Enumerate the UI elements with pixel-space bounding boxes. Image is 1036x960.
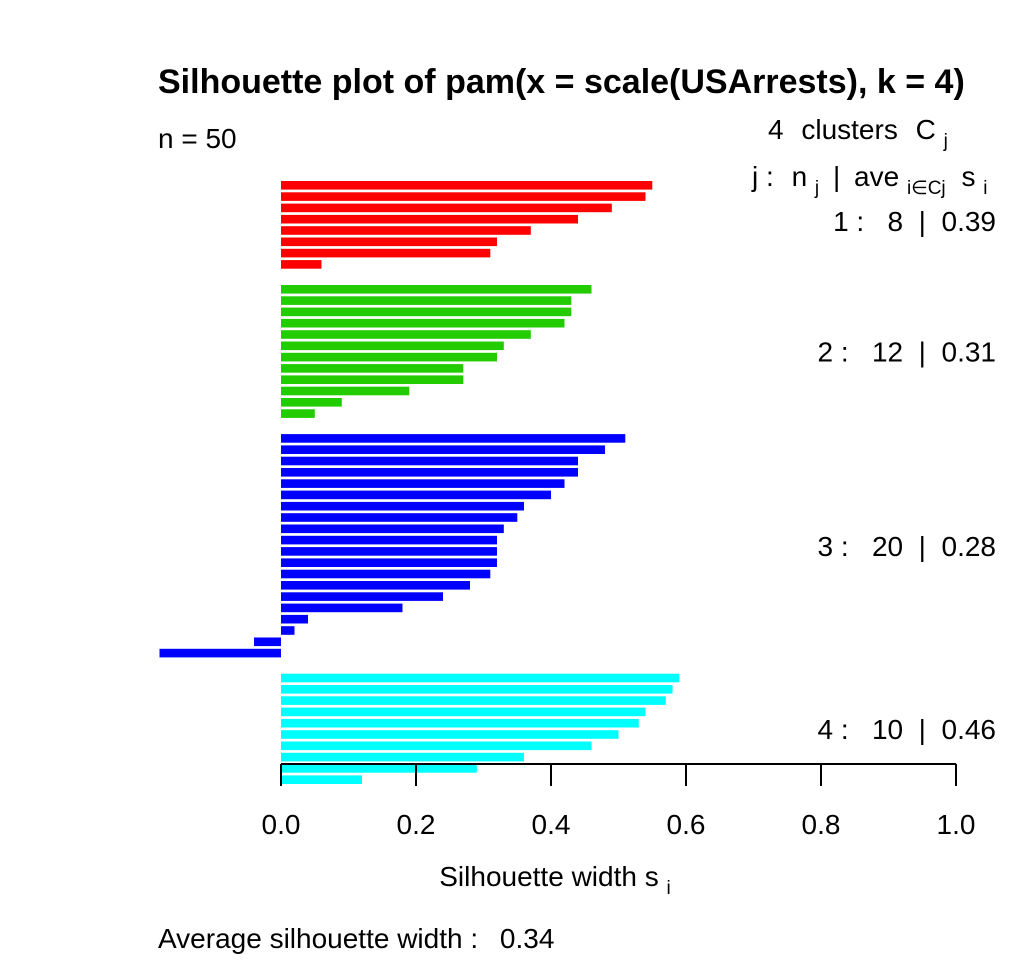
cluster-summary-1: 1 : 8 | 0.39 [833, 206, 996, 237]
silhouette-bar-cluster-3-13 [281, 569, 491, 579]
silhouette-bar-cluster-3-1 [281, 434, 626, 443]
legend-col-s-sub: i [983, 178, 987, 199]
legend-header-count: 4 [768, 114, 784, 145]
x-tick-label-2: 0.4 [532, 809, 571, 840]
legend-col-ave-sub: i∈Cj [907, 178, 946, 199]
silhouette-bar-cluster-4-7 [281, 741, 592, 751]
silhouette-bar-cluster-1-2 [281, 192, 646, 201]
x-tick-label-4: 0.8 [802, 809, 841, 840]
legend-header-symbol-sub: j [943, 131, 948, 152]
silhouette-bar-cluster-3-12 [281, 558, 497, 567]
silhouette-bar-cluster-4-9 [281, 764, 477, 773]
silhouette-bar-cluster-3-18 [281, 626, 295, 635]
silhouette-bar-cluster-4-4 [281, 707, 646, 717]
x-tick-label-3: 0.6 [667, 809, 706, 840]
silhouette-bar-cluster-3-15 [281, 592, 443, 601]
silhouette-bar-cluster-2-5 [281, 330, 531, 339]
legend-col-ave: ave [854, 161, 899, 192]
bars-layer [159, 181, 680, 784]
legend-col-n: n [792, 161, 808, 192]
average-silhouette-value: 0.34 [500, 923, 555, 954]
silhouette-bar-cluster-3-4 [281, 468, 578, 477]
silhouette-bar-cluster-3-7 [281, 501, 524, 511]
cluster-summaries: 1 : 8 | 0.39 2 : 12 | 0.31 3 : 20 | 0.28 4 … [818, 206, 997, 745]
silhouette-bar-cluster-3-16 [281, 603, 403, 613]
silhouette-bar-cluster-4-2 [281, 685, 673, 694]
x-axis: 0.0 0.2 0.4 0.6 0.8 1.0 [262, 763, 976, 840]
silhouette-bar-cluster-1-1 [281, 181, 653, 190]
silhouette-bar-cluster-1-3 [281, 203, 612, 213]
silhouette-bar-cluster-2-6 [281, 341, 504, 351]
legend-columns: j : n j | ave i∈Cj s i [751, 161, 987, 200]
silhouette-bar-cluster-2-12 [281, 409, 315, 418]
silhouette-bar-cluster-4-3 [281, 696, 666, 705]
legend-header: 4 clusters C j [768, 114, 948, 152]
cluster-summary-2: 2 : 12 | 0.31 [818, 336, 997, 367]
silhouette-bar-cluster-3-6 [281, 490, 551, 500]
legend-col-j: j : [751, 161, 774, 192]
silhouette-bar-cluster-3-10 [281, 535, 497, 545]
silhouette-bar-cluster-3-9 [281, 524, 504, 534]
legend-header-symbol: C [916, 114, 936, 145]
x-tick-label-1: 0.2 [397, 809, 436, 840]
silhouette-bar-cluster-2-8 [281, 364, 464, 373]
legend-col-s: s [961, 161, 975, 192]
chart-title: Silhouette plot of pam(x = scale(USArres… [158, 63, 965, 101]
silhouette-bar-cluster-2-1 [281, 285, 592, 294]
silhouette-bar-cluster-3-2 [281, 445, 605, 454]
x-axis-label-main: Silhouette width s [439, 861, 658, 892]
silhouette-bar-cluster-4-10 [281, 775, 362, 784]
silhouette-bar-cluster-2-2 [281, 296, 572, 305]
n-label: n = 50 [158, 123, 237, 154]
silhouette-bar-cluster-3-19 [254, 637, 281, 647]
silhouette-bar-cluster-4-1 [281, 673, 680, 683]
silhouette-bar-cluster-2-9 [281, 375, 464, 384]
silhouette-bar-cluster-4-8 [281, 752, 524, 762]
silhouette-bar-cluster-1-5 [281, 226, 531, 235]
silhouette-bar-cluster-4-6 [281, 730, 619, 739]
silhouette-bar-cluster-1-4 [281, 214, 578, 224]
silhouette-bar-cluster-1-6 [281, 237, 497, 247]
silhouette-bar-cluster-2-10 [281, 386, 410, 396]
silhouette-bar-cluster-4-5 [281, 718, 639, 728]
silhouette-bar-cluster-3-11 [281, 547, 497, 556]
silhouette-bar-cluster-1-8 [281, 260, 322, 269]
legend-header-text: clusters [801, 114, 897, 145]
silhouette-bar-cluster-2-7 [281, 352, 497, 362]
x-tick-label-5: 1.0 [937, 809, 976, 840]
average-silhouette-label: Average silhouette width : [158, 923, 478, 954]
legend-col-sep: | [833, 161, 840, 192]
silhouette-bar-cluster-1-7 [281, 248, 491, 258]
silhouette-bar-cluster-3-8 [281, 513, 518, 522]
legend-col-n-sub: j [814, 178, 819, 199]
average-silhouette: Average silhouette width : 0.34 [158, 923, 554, 954]
silhouette-bar-cluster-2-3 [281, 307, 572, 317]
silhouette-bar-cluster-3-3 [281, 456, 578, 466]
x-tick-label-0: 0.0 [262, 809, 301, 840]
silhouette-bar-cluster-3-17 [281, 614, 308, 624]
silhouette-bar-cluster-3-20 [159, 648, 281, 658]
x-axis-label-sub: i [667, 878, 671, 899]
silhouette-bar-cluster-3-14 [281, 581, 470, 590]
silhouette-bar-cluster-3-5 [281, 479, 565, 488]
x-axis-label: Silhouette width s i [439, 861, 670, 899]
silhouette-bar-cluster-2-11 [281, 398, 342, 407]
silhouette-bar-cluster-2-4 [281, 318, 565, 328]
cluster-summary-3: 3 : 20 | 0.28 [818, 531, 997, 562]
cluster-summary-4: 4 : 10 | 0.46 [818, 714, 997, 745]
